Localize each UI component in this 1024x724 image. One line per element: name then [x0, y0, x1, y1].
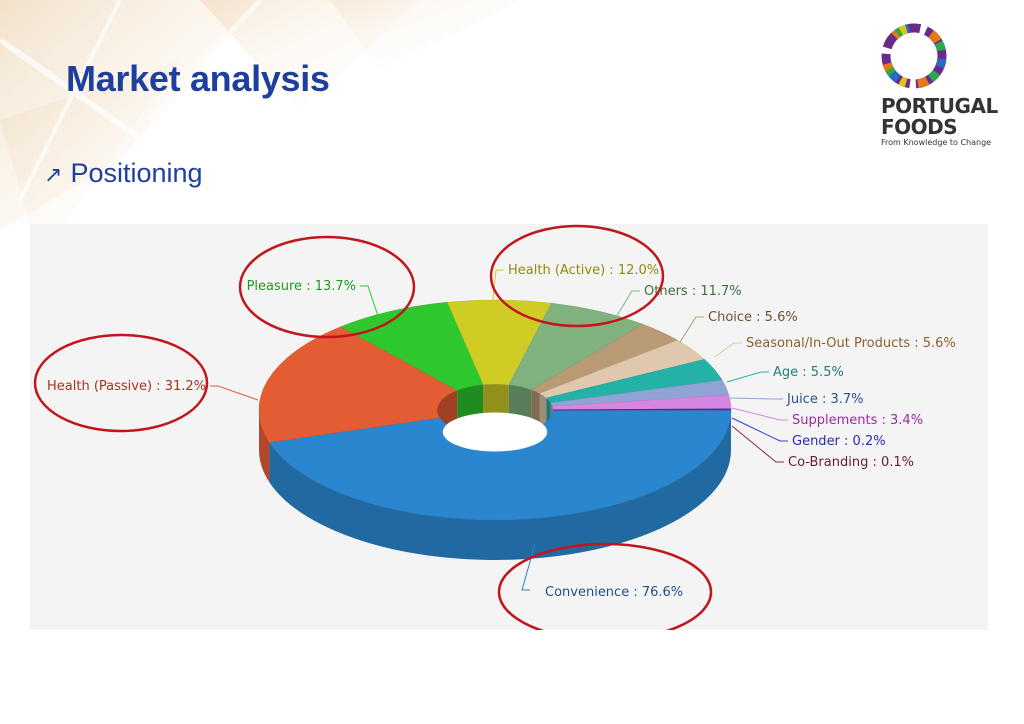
hole-floor	[442, 412, 548, 452]
bullet-text: Positioning	[70, 158, 203, 188]
highlight-ellipse-2	[238, 235, 416, 339]
background-decoration	[0, 0, 520, 260]
page-title: Market analysis	[66, 58, 330, 99]
data-label-2: Pleasure : 13.7%	[247, 279, 356, 294]
slice-side-1	[259, 410, 270, 483]
leader-line-8	[729, 397, 783, 400]
data-label-5: Choice : 5.6%	[708, 310, 798, 325]
highlight-ellipse-3	[489, 224, 665, 328]
leader-line-7	[726, 371, 769, 383]
doughnut-chart: Convenience : 76.6% Health (Passive) : 31…	[33, 224, 956, 630]
leader-line-5	[679, 316, 704, 343]
leader-line-1	[210, 385, 259, 401]
data-label-7: Age : 5.5%	[773, 365, 844, 380]
data-label-9: Supplements : 3.4%	[792, 413, 923, 428]
highlight-ellipse-0	[497, 542, 713, 630]
chart-panel: Convenience : 76.6% Health (Passive) : 31…	[30, 224, 988, 630]
logo-ring-icon	[881, 23, 947, 89]
data-label-8: Juice : 3.7%	[786, 392, 864, 407]
highlight-ellipse-1	[33, 333, 209, 433]
logo-tagline: From Knowledge to Change	[881, 138, 992, 147]
leader-line-2	[360, 285, 381, 323]
logo-text-portugal: PORTUGAL	[881, 94, 998, 118]
slice-side-0	[269, 410, 731, 560]
data-label-0: Convenience : 76.6%	[545, 585, 683, 600]
slice-top-1	[258, 326, 458, 443]
leader-line-3	[491, 269, 504, 309]
leader-line-10	[731, 417, 788, 442]
leader-line-4	[614, 290, 640, 320]
slice-top-4	[508, 302, 644, 390]
data-label-6: Seasonal/In-Out Products : 5.6%	[746, 336, 956, 351]
slice-top-2	[340, 301, 484, 391]
arrow-up-right-icon: ↗	[44, 163, 63, 188]
portugal-foods-logo: PORTUGAL FOODS From Knowledge to Change	[878, 22, 1010, 152]
data-label-4: Others : 11.7%	[644, 284, 742, 299]
data-label-10: Gender : 0.2%	[792, 434, 886, 449]
bullet-positioning: ↗ Positioning	[44, 158, 203, 189]
data-label-3: Health (Active) : 12.0%	[508, 263, 659, 278]
leader-line-0	[521, 543, 536, 591]
data-label-11: Co-Branding : 0.1%	[788, 455, 914, 470]
logo-text-foods: FOODS	[881, 115, 958, 139]
leader-line-11	[731, 425, 784, 463]
data-label-1: Health (Passive) : 31.2%	[47, 379, 206, 394]
leader-line-9	[731, 407, 788, 421]
leader-line-6	[714, 342, 742, 358]
